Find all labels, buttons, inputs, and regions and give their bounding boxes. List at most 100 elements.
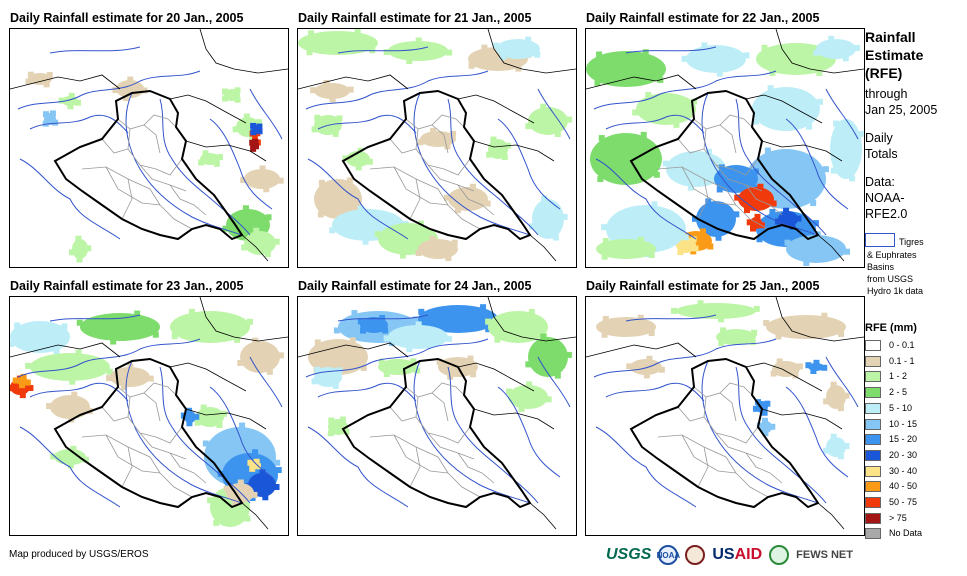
rain-patch xyxy=(826,385,846,409)
rain-pixel xyxy=(484,200,491,207)
rain-pixel xyxy=(762,430,769,437)
rain-patch xyxy=(314,83,350,99)
rain-pixel xyxy=(417,139,424,146)
basin-river-line xyxy=(317,114,417,134)
neighbor-border xyxy=(586,74,697,90)
province-boundary xyxy=(169,452,207,484)
province-boundary xyxy=(105,166,161,206)
rain-pixel xyxy=(450,130,457,137)
rain-pixel xyxy=(446,49,453,56)
through-line: Jan 25, 2005 xyxy=(865,103,938,117)
neighbor-border xyxy=(817,234,845,262)
rain-pixel xyxy=(642,49,649,56)
rain-pixel xyxy=(379,314,386,321)
rain-pixel xyxy=(418,308,425,315)
rain-pixel xyxy=(46,72,53,79)
rain-pixel xyxy=(518,405,525,412)
rain-pixel xyxy=(833,120,840,127)
rain-pixel xyxy=(767,85,774,92)
usaid-logo: USAID xyxy=(712,546,762,564)
province-boundary xyxy=(127,396,157,438)
legend-label: 2 - 5 xyxy=(889,387,908,398)
rain-patch xyxy=(532,199,564,239)
rain-pixel xyxy=(733,211,740,218)
rain-pixel xyxy=(382,327,389,334)
rain-pixel xyxy=(198,159,205,166)
rain-pixel xyxy=(601,331,608,338)
basin-river-line xyxy=(413,92,531,236)
rain-pixel xyxy=(275,467,282,474)
rain-pixel xyxy=(383,335,390,342)
rain-patches xyxy=(25,71,284,263)
rain-patch xyxy=(496,39,540,59)
rain-pixel xyxy=(193,413,200,420)
rain-pixel xyxy=(70,445,77,452)
neighbor-border xyxy=(473,408,555,430)
rain-pixel xyxy=(188,308,195,315)
rainfall-map-22 xyxy=(586,29,864,266)
rain-pixel xyxy=(677,249,684,256)
rain-pixel xyxy=(273,484,280,491)
rain-pixel xyxy=(256,123,263,130)
legend-swatch xyxy=(865,418,881,430)
basin-river-line xyxy=(159,366,251,504)
rain-pixel xyxy=(207,497,214,504)
legend-label: 20 - 30 xyxy=(889,449,918,460)
rain-pixel xyxy=(529,223,536,230)
rain-pixel xyxy=(222,95,229,102)
rain-pixel xyxy=(25,362,32,369)
river-network xyxy=(17,46,283,240)
rain-pixel xyxy=(752,168,759,175)
rain-pixel xyxy=(597,176,604,183)
legend-swatch xyxy=(865,371,881,383)
rain-pixel xyxy=(76,319,83,326)
iraq-border xyxy=(53,89,244,241)
basin-river-line xyxy=(825,356,859,408)
river-network xyxy=(593,46,859,240)
rain-pixel xyxy=(216,154,223,161)
basin-river-line xyxy=(249,88,283,140)
province-boundary xyxy=(447,204,481,230)
rain-pixel xyxy=(342,155,349,162)
rain-pixel xyxy=(277,352,284,359)
rain-pixel xyxy=(769,423,776,430)
basin-river-line xyxy=(825,88,859,140)
legend-swatch xyxy=(865,434,881,446)
rain-pixel xyxy=(691,98,698,105)
rain-pixel xyxy=(481,44,488,51)
province-boundary xyxy=(731,158,759,176)
rain-pixel xyxy=(601,224,608,231)
rain-pixel xyxy=(19,382,26,389)
rain-pixel xyxy=(259,165,266,172)
rain-pixel xyxy=(244,515,251,522)
legend-swatch xyxy=(865,497,881,508)
rain-pixel xyxy=(821,364,828,371)
rain-pixel xyxy=(106,375,113,382)
rain-pixel xyxy=(42,111,49,118)
rain-pixel xyxy=(743,52,750,59)
province-boundary xyxy=(159,472,193,498)
basin-river-line xyxy=(537,356,571,408)
neighbor-border xyxy=(775,29,864,74)
rain-pixel xyxy=(525,361,532,368)
basin-river-line xyxy=(337,314,429,322)
basin-river-line xyxy=(593,70,777,110)
rain-pixel xyxy=(857,130,864,137)
rain-patch xyxy=(116,80,144,98)
rain-pixel xyxy=(816,69,823,76)
basin-river-line xyxy=(447,98,539,236)
rain-pixel xyxy=(253,458,260,465)
rain-pixel xyxy=(648,252,655,259)
rain-pixel xyxy=(202,150,209,157)
rain-pixel xyxy=(69,378,76,385)
neighbor-border xyxy=(761,408,843,430)
province-boundary xyxy=(431,114,465,128)
panel-title-22: Daily Rainfall estimate for 22 Jan., 200… xyxy=(586,11,820,25)
rain-pixel xyxy=(240,177,247,184)
rain-patch xyxy=(528,337,568,377)
rain-pixel xyxy=(232,499,239,506)
rain-pixel xyxy=(50,453,57,460)
rain-pixel xyxy=(763,319,770,326)
rain-patch xyxy=(596,239,656,259)
rain-pixel xyxy=(806,123,813,130)
